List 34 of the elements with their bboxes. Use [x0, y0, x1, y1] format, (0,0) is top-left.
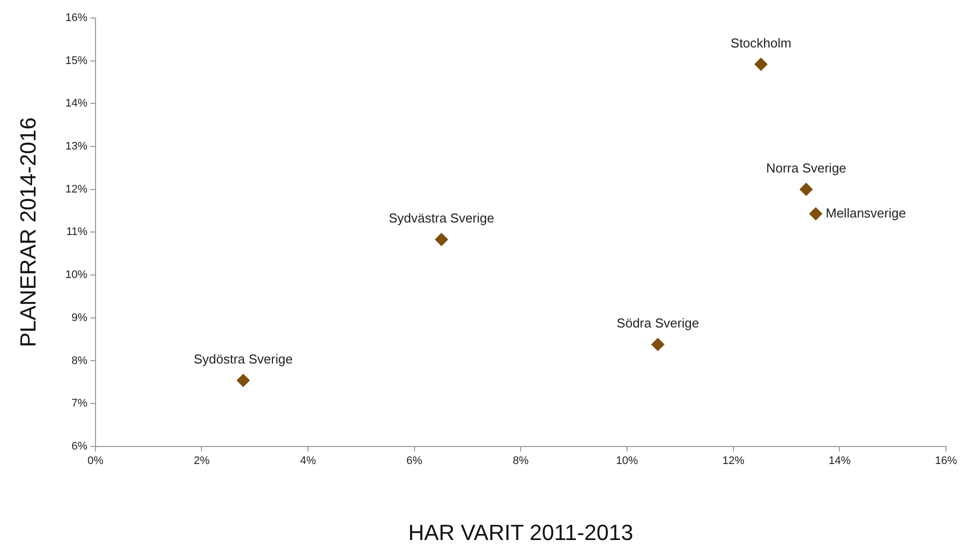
- y-tick-label: 8%: [72, 354, 88, 367]
- x-tick-label: 16%: [934, 455, 958, 468]
- y-tick-label: 13%: [65, 140, 88, 153]
- y-tick-label: 9%: [72, 312, 88, 324]
- annotation: Mellansverige: [826, 205, 906, 220]
- x-tick-label: 10%: [616, 455, 638, 468]
- y-tick-label: 6%: [72, 440, 88, 452]
- point: [809, 207, 822, 220]
- annotation: Sydöstra Sverige: [194, 352, 293, 367]
- x-axis-title: HAR VARIT 2011-2013: [408, 520, 634, 545]
- y-tick-label: 10%: [65, 269, 88, 282]
- point: [651, 338, 664, 351]
- annotation: Södra Sverige: [616, 316, 700, 331]
- annotation: Sydvästra Sverige: [388, 210, 494, 226]
- y-tick-label: 16%: [65, 12, 88, 24]
- x-tick-label: 8%: [512, 455, 529, 468]
- y-axis-title: PLANERAR 2014-2016: [15, 117, 40, 348]
- y-tick-label: 11%: [66, 226, 88, 238]
- y-tick-label: 12%: [65, 183, 88, 196]
- x-tick-label: 4%: [300, 455, 316, 468]
- x-tick-label: 2%: [194, 455, 210, 468]
- x-tick-label: 6%: [406, 455, 423, 468]
- y-tick-label: 7%: [72, 398, 88, 410]
- point: [236, 374, 250, 387]
- y-tick-label: 15%: [65, 54, 88, 67]
- point: [800, 182, 813, 196]
- point: [434, 232, 448, 246]
- x-tick-label: 14%: [828, 455, 851, 468]
- x-tick-label: 12%: [722, 455, 745, 468]
- annotation: Norra Sverige: [766, 160, 846, 176]
- y-tick-label: 14%: [65, 98, 88, 110]
- annotation: Stockholm: [730, 35, 792, 50]
- point: [754, 58, 768, 71]
- x-tick-label: 0%: [87, 455, 104, 468]
